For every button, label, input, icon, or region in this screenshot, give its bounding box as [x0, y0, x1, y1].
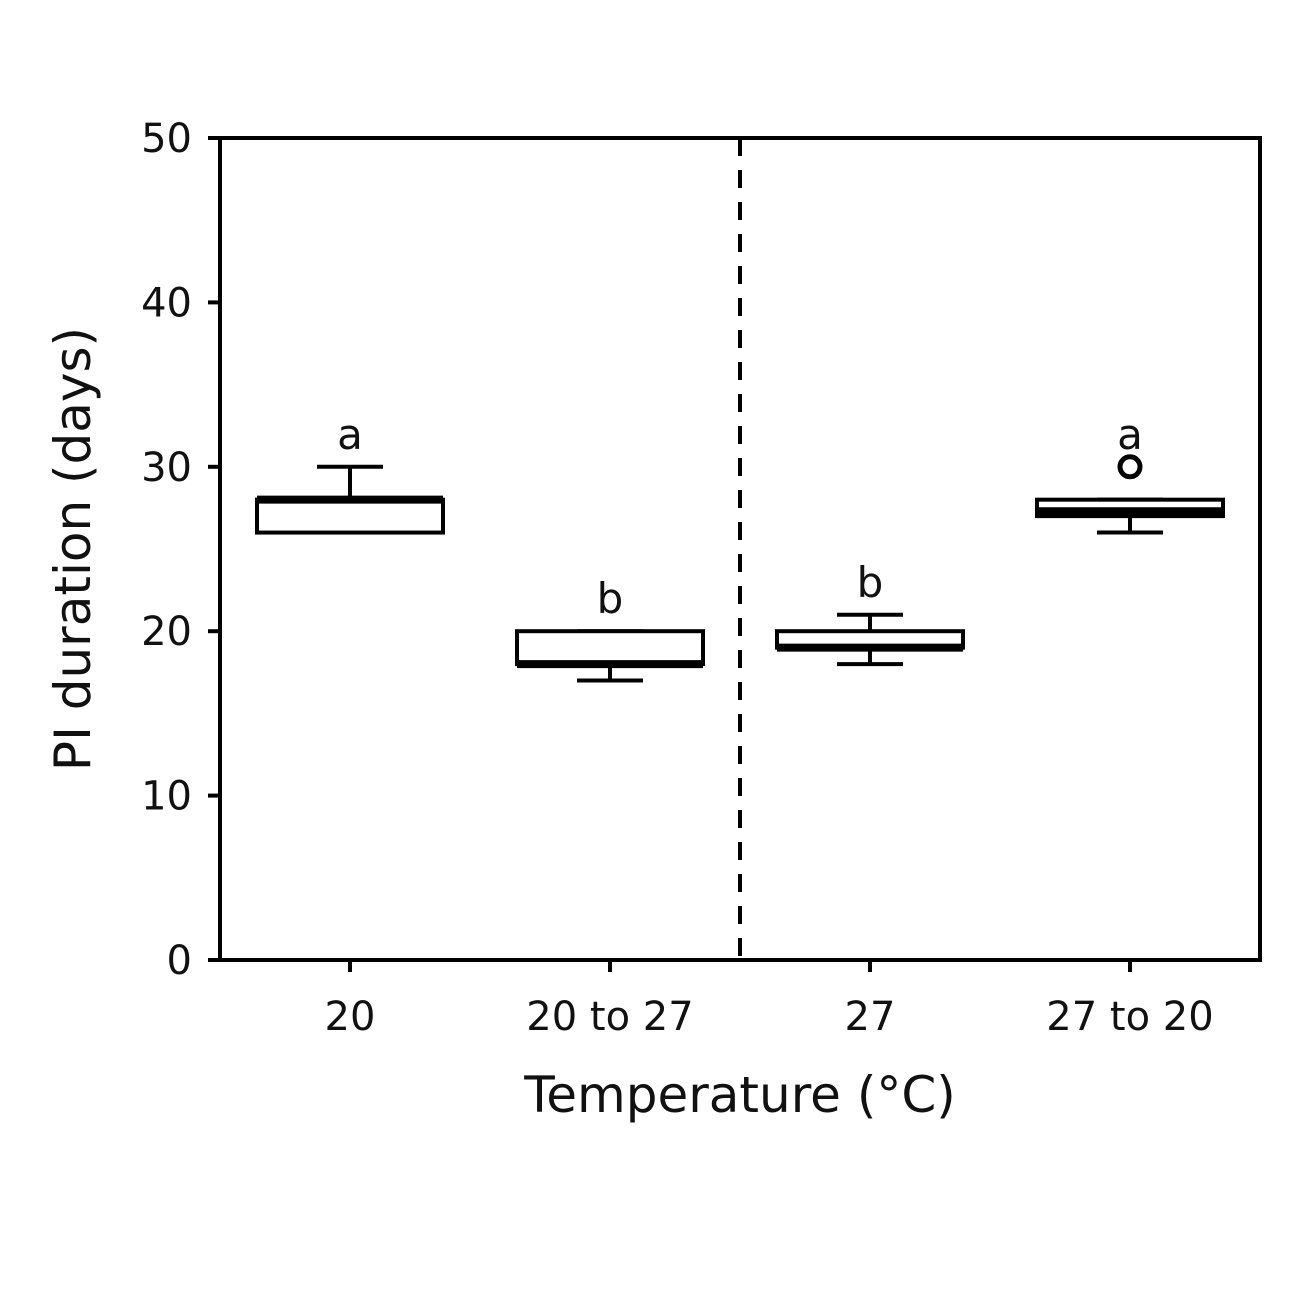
significance-letter: a: [337, 410, 363, 459]
x-axis: 20 20 to 27 27 27 to 20: [325, 960, 1214, 1040]
y-tick-label: 50: [141, 116, 192, 162]
y-axis: 0 10 20 30 40 50: [141, 116, 220, 984]
y-tick-label: 0: [167, 938, 192, 984]
x-tick-label: 27 to 20: [1046, 994, 1213, 1040]
x-tick-label: 20 to 27: [526, 994, 693, 1040]
y-axis-title: PI duration (days): [44, 327, 102, 771]
box-20-to-27: b: [515, 574, 705, 683]
y-tick-label: 30: [141, 445, 192, 491]
box-27: b: [775, 558, 965, 667]
box-series: a b b a: [255, 410, 1225, 683]
x-axis-title: Temperature (°C): [523, 1066, 956, 1124]
significance-letter: b: [857, 558, 884, 607]
outlier-point: [1117, 454, 1143, 480]
plot-frame: [218, 136, 1262, 962]
box-20: a: [255, 410, 445, 535]
y-tick-label: 10: [141, 774, 192, 820]
significance-letter: a: [1117, 410, 1143, 459]
x-tick-label: 27: [845, 994, 896, 1040]
box-iqr: [515, 629, 705, 667]
y-tick-label: 20: [141, 609, 192, 655]
x-tick-label: 20: [325, 994, 376, 1040]
box-27-to-20: a: [1035, 410, 1225, 535]
box-iqr: [255, 497, 445, 535]
y-tick-label: 40: [141, 280, 192, 326]
significance-letter: b: [597, 574, 624, 623]
